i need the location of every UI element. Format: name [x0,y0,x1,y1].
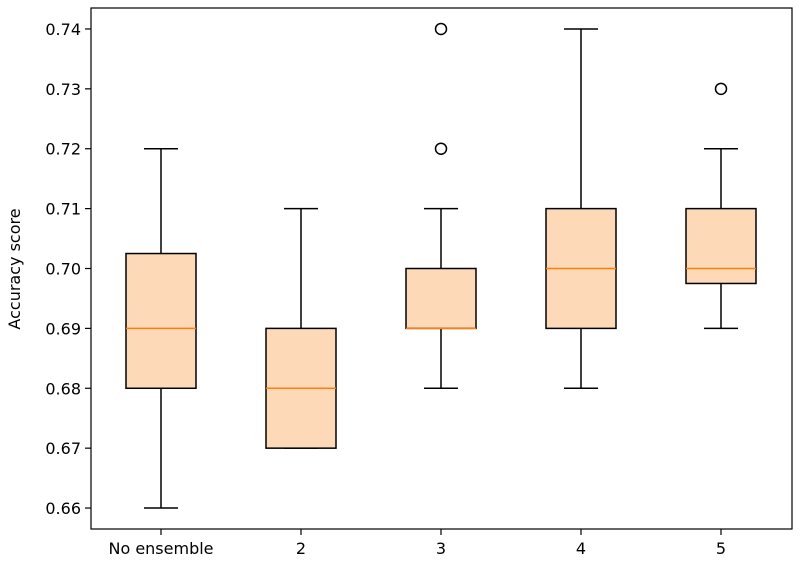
box-iqr [405,267,477,330]
y-tick-label: 0.69 [45,319,81,338]
y-tick-label: 0.72 [45,140,81,159]
y-tick-label: 0.67 [45,439,81,458]
outlier-point [434,22,448,36]
y-tick-label: 0.71 [45,200,81,219]
y-axis-label: Accuracy score [5,208,24,329]
boxes-layer [125,22,757,509]
box-group [685,82,757,330]
box-group [265,207,337,449]
box-iqr [685,207,757,285]
x-tick-label: 2 [296,539,306,558]
outlier-point [714,82,728,96]
x-axis: No ensemble 2 3 4 5 [108,529,726,558]
x-tick-label: No ensemble [108,539,213,558]
x-tick-label: 3 [436,539,446,558]
box-group [125,147,197,509]
y-tick-label: 0.74 [45,20,81,39]
y-tick-label: 0.73 [45,80,81,99]
box-iqr [125,252,197,390]
plot-frame [90,7,793,530]
box-group [545,28,617,390]
y-tick-label: 0.70 [45,260,81,279]
y-tick-label: 0.68 [45,379,81,398]
outlier-point [434,142,448,155]
y-tick-label: 0.66 [45,499,81,518]
x-tick-label: 4 [576,539,586,558]
y-axis: 0.66 0.67 0.68 0.69 0.70 0.71 0.72 0.73 0.74 [45,20,91,518]
box-group [405,22,477,390]
x-tick-label: 5 [716,539,726,558]
